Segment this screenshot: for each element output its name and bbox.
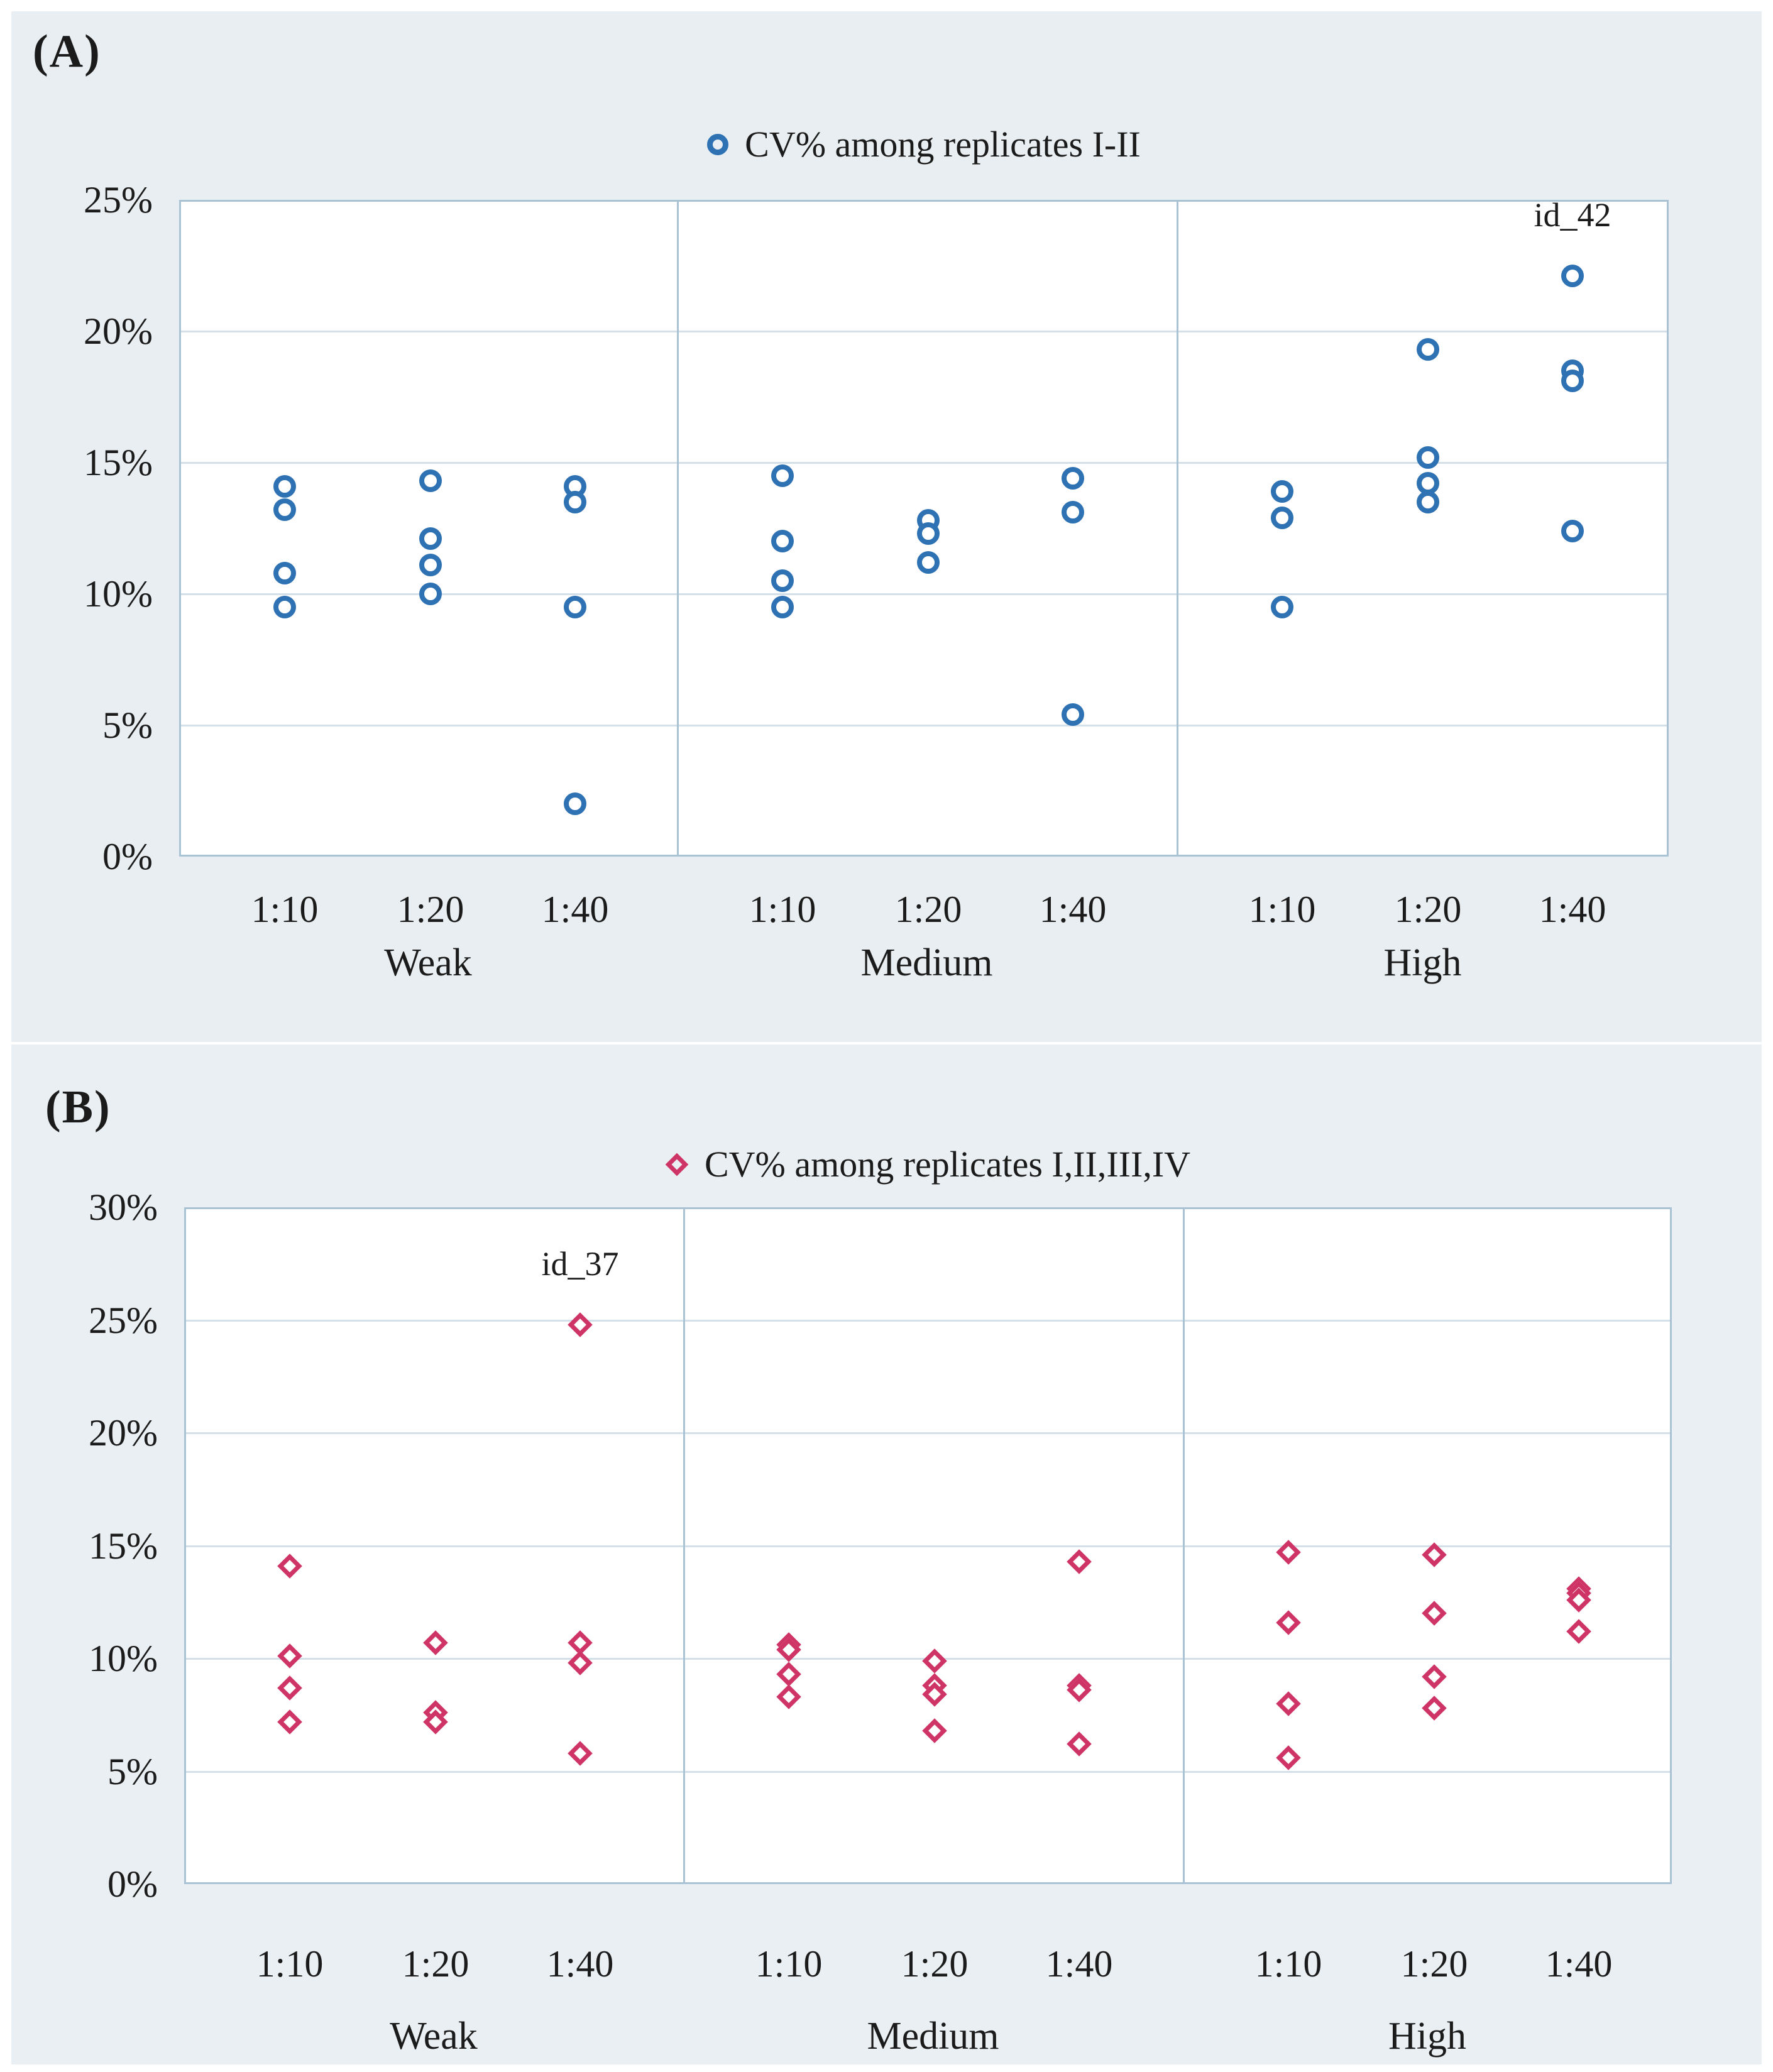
data-point bbox=[771, 569, 794, 593]
data-point bbox=[419, 469, 442, 493]
data-point bbox=[771, 595, 794, 618]
data-point bbox=[273, 595, 296, 618]
data-point bbox=[564, 595, 586, 618]
data-point bbox=[564, 490, 586, 513]
gridline-20pct bbox=[186, 1432, 1670, 1434]
x-axis-tick-label: 1:40 bbox=[1039, 889, 1107, 930]
gridline-15pct bbox=[181, 462, 1667, 464]
group-label-high: High bbox=[1388, 2015, 1466, 2058]
panel-b-legend: CV% among replicates I,II,III,IV bbox=[184, 1143, 1672, 1185]
data-point bbox=[273, 498, 296, 522]
panel-b-legend-label: CV% among replicates I,II,III,IV bbox=[704, 1144, 1191, 1185]
point-annotation: id_42 bbox=[1534, 196, 1611, 234]
x-axis-tick-label: 1:20 bbox=[402, 1943, 469, 1985]
x-axis-tick-label: 1:40 bbox=[546, 1943, 614, 1985]
data-point bbox=[1417, 490, 1439, 513]
group-label-weak: Weak bbox=[384, 941, 472, 984]
data-point bbox=[1062, 501, 1084, 524]
x-axis-tick-label: 1:10 bbox=[251, 889, 319, 930]
gridline-20pct bbox=[181, 331, 1667, 332]
panel-a-legend: CV% among replicates I-II bbox=[179, 123, 1669, 165]
data-point bbox=[419, 527, 442, 551]
y-axis-tick-label: 25% bbox=[89, 1299, 158, 1341]
circle-marker-icon bbox=[707, 133, 729, 155]
x-axis-tick-label: 1:40 bbox=[1045, 1943, 1113, 1985]
panel-a-legend-label: CV% among replicates I-II bbox=[745, 124, 1141, 165]
y-axis-tick-label: 10% bbox=[89, 1638, 158, 1679]
group-separator bbox=[1177, 202, 1178, 855]
gridline-15pct bbox=[186, 1545, 1670, 1547]
panel-b-label: (B) bbox=[45, 1082, 111, 1133]
y-axis-tick-label: 5% bbox=[107, 1750, 158, 1792]
data-point bbox=[1271, 506, 1293, 529]
x-axis-tick-label: 1:20 bbox=[894, 889, 962, 930]
data-point bbox=[419, 583, 442, 605]
gridline-25pct bbox=[186, 1319, 1670, 1322]
y-axis-tick-label: 15% bbox=[84, 442, 153, 483]
x-axis-tick-label: 1:20 bbox=[901, 1943, 969, 1985]
data-point bbox=[1561, 519, 1584, 542]
data-point bbox=[1417, 446, 1439, 469]
group-separator bbox=[1183, 1209, 1185, 1882]
x-axis-tick-label: 1:10 bbox=[256, 1943, 324, 1985]
data-point bbox=[1062, 703, 1084, 726]
x-axis-tick-label: 1:10 bbox=[1254, 1943, 1322, 1985]
gridline-10pct bbox=[181, 593, 1667, 595]
x-axis-tick-label: 1:40 bbox=[1545, 1943, 1613, 1985]
x-axis-tick-label: 1:40 bbox=[541, 889, 609, 930]
group-separator bbox=[683, 1209, 685, 1882]
point-annotation: id_37 bbox=[541, 1244, 619, 1283]
data-point bbox=[273, 474, 296, 498]
group-separator bbox=[677, 202, 679, 855]
y-axis-tick-label: 15% bbox=[89, 1525, 158, 1567]
data-point bbox=[917, 551, 940, 574]
data-point bbox=[1271, 480, 1293, 503]
data-point bbox=[564, 792, 586, 816]
group-label-high: High bbox=[1383, 941, 1462, 984]
y-axis-tick-label: 20% bbox=[84, 310, 153, 352]
data-point bbox=[771, 530, 794, 553]
y-axis-tick-label: 5% bbox=[102, 704, 153, 746]
data-point bbox=[1561, 370, 1584, 393]
y-axis-tick-label: 10% bbox=[84, 573, 153, 615]
data-point bbox=[771, 464, 794, 487]
panel-b-plot-area bbox=[184, 1207, 1672, 1884]
group-label-medium: Medium bbox=[860, 941, 993, 984]
y-axis-tick-label: 30% bbox=[89, 1187, 158, 1228]
y-axis-tick-label: 25% bbox=[84, 179, 153, 221]
y-axis-tick-label: 20% bbox=[89, 1412, 158, 1454]
x-axis-tick-label: 1:20 bbox=[397, 889, 464, 930]
data-point bbox=[1561, 265, 1584, 288]
x-axis-tick-label: 1:10 bbox=[1248, 889, 1316, 930]
diamond-marker-icon bbox=[665, 1153, 689, 1176]
group-label-medium: Medium bbox=[867, 2015, 999, 2058]
y-axis-tick-label: 0% bbox=[107, 1863, 158, 1905]
data-point bbox=[917, 522, 940, 545]
panel-a-label: (A) bbox=[33, 26, 101, 77]
x-axis-tick-label: 1:10 bbox=[749, 889, 816, 930]
group-label-weak: Weak bbox=[390, 2015, 478, 2058]
gridline-5pct bbox=[186, 1770, 1670, 1773]
x-axis-tick-label: 1:10 bbox=[755, 1943, 823, 1985]
gridline-5pct bbox=[181, 725, 1667, 726]
data-point bbox=[1062, 467, 1084, 490]
x-axis-tick-label: 1:20 bbox=[1394, 889, 1462, 930]
x-axis-tick-label: 1:20 bbox=[1400, 1943, 1468, 1985]
data-point bbox=[1271, 595, 1293, 618]
data-point bbox=[273, 561, 296, 584]
data-point bbox=[419, 554, 442, 577]
y-axis-tick-label: 0% bbox=[102, 836, 153, 877]
data-point bbox=[1417, 338, 1439, 361]
x-axis-tick-label: 1:40 bbox=[1539, 889, 1606, 930]
